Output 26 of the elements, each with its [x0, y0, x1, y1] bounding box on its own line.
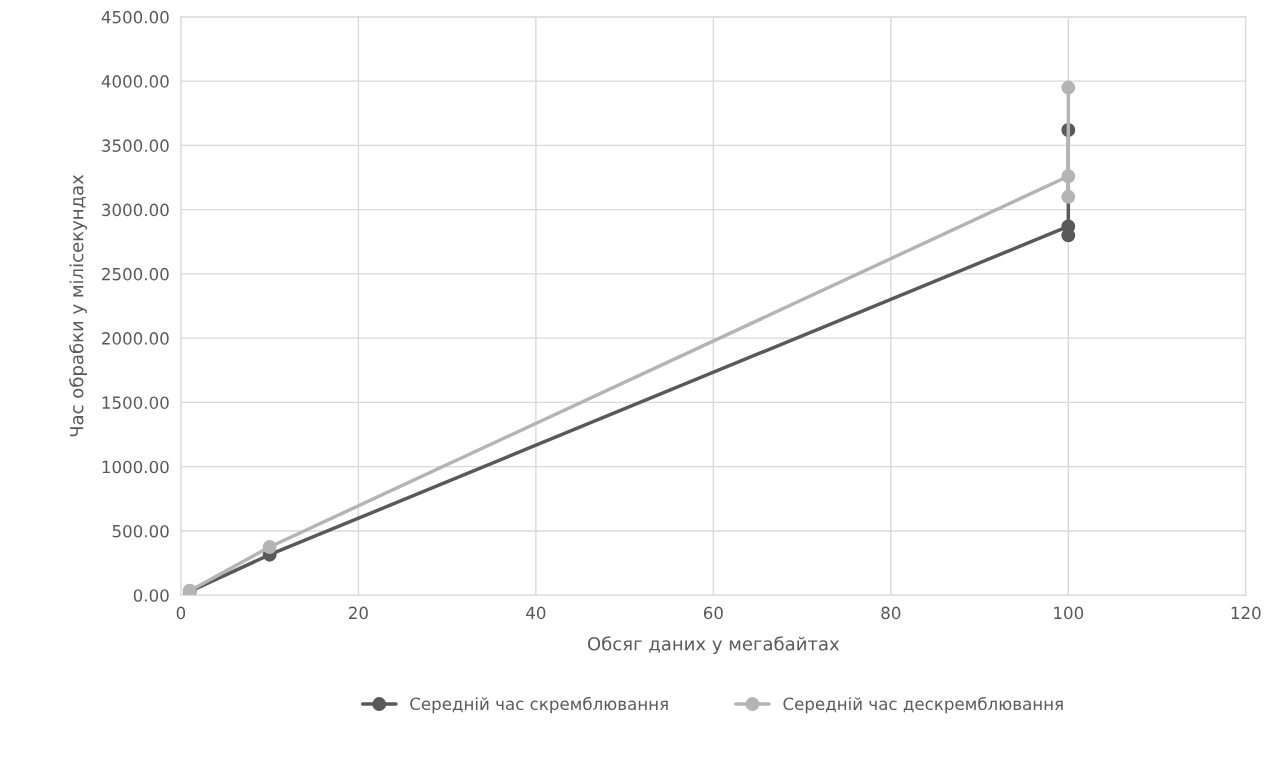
x-tick-label: 80 [881, 606, 901, 620]
x-tick-label: 0 [176, 606, 186, 620]
x-tick-label: 100 [1054, 606, 1084, 620]
x-tick-label: 20 [349, 606, 368, 620]
y-tick-label: 0.00 [133, 589, 169, 602]
legend-label: Середній час дескремблювання [783, 696, 1063, 714]
point [1061, 228, 1076, 243]
x-tick-label: 120 [1231, 606, 1261, 620]
x-tick-label: 60 [703, 606, 723, 620]
x-tick-label: 40 [526, 606, 546, 620]
y-tick-label: 2500.00 [102, 267, 169, 281]
legend-label: Середній час скремблювання [410, 696, 668, 714]
point [1061, 169, 1076, 184]
y-tick-label: 1500.00 [102, 396, 169, 409]
y-tick-label: 3000.00 [102, 203, 169, 217]
y-tick-label: 3500.00 [102, 139, 169, 152]
y-axis-title: Час обрабки у мілісекундах [69, 174, 87, 437]
point [1061, 189, 1076, 204]
y-tick-label: 2000.00 [102, 332, 169, 345]
y-tick-label: 4500.00 [101, 10, 169, 24]
x-axis-title: Обсяг даних у мегабайтах [587, 636, 840, 655]
point [1061, 80, 1076, 95]
y-tick-label: 500.00 [112, 524, 169, 538]
y-tick-label: 4000.00 [101, 75, 169, 88]
point [262, 540, 277, 554]
y-tick-label: 1000.00 [102, 460, 169, 474]
